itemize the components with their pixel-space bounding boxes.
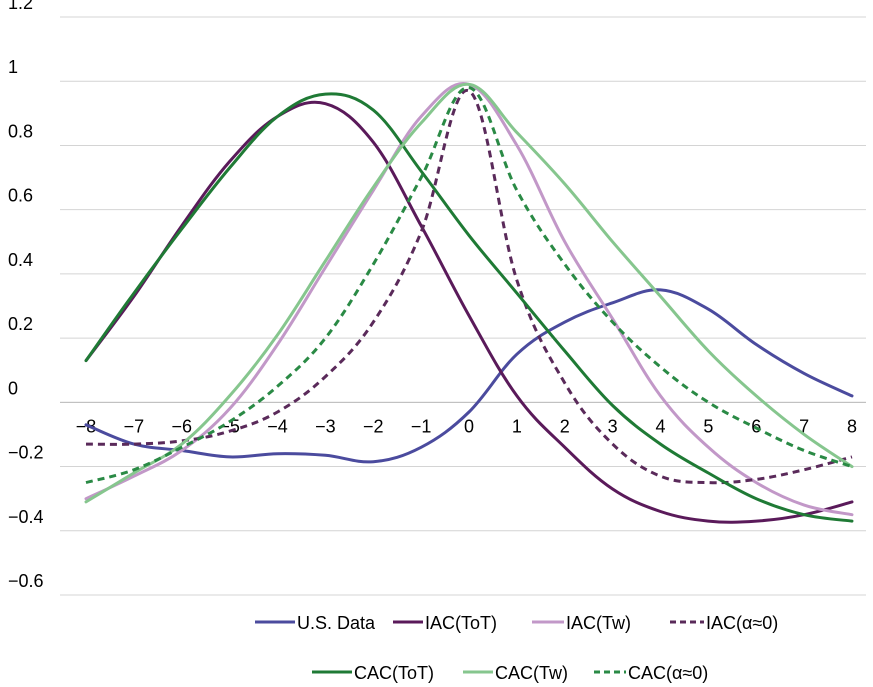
y-tick-label: −0.6	[8, 571, 44, 591]
y-tick-label: 0	[8, 378, 18, 398]
x-tick-label: −6	[171, 416, 192, 436]
legend-label: U.S. Data	[297, 613, 376, 633]
x-tick-label: 0	[464, 416, 474, 436]
series-line-3	[85, 89, 853, 485]
legend-label: CAC(α≈0)	[628, 663, 708, 683]
series-line-1	[84, 100, 854, 524]
x-tick-label: 5	[703, 416, 713, 436]
legend-label: CAC(Tw)	[495, 663, 568, 683]
y-tick-label: 0.2	[8, 314, 33, 334]
legend-label: IAC(Tw)	[566, 613, 631, 633]
y-tick-label: 0.4	[8, 250, 33, 270]
series-line-6	[85, 86, 853, 485]
x-tick-label: −1	[411, 416, 432, 436]
series-line-0	[84, 288, 854, 464]
x-tick-label: 2	[560, 416, 570, 436]
x-tick-label: −5	[219, 416, 240, 436]
x-tick-label: −7	[124, 416, 145, 436]
y-axis-tick-labels: −0.6 −0.4 −0.2 0 0.2 0.4 0.6 0.8 1 1.2	[8, 0, 44, 591]
legend-label: CAC(ToT)	[354, 663, 434, 683]
legend-label: IAC(α≈0)	[706, 613, 778, 633]
x-tick-label: −2	[363, 416, 384, 436]
y-tick-label: 1	[8, 57, 18, 77]
series-line-5	[84, 82, 854, 504]
x-tick-label: 4	[655, 416, 665, 436]
y-tick-label: 1.2	[8, 0, 33, 13]
y-tick-label: 0.8	[8, 121, 33, 141]
legend-label: IAC(ToT)	[425, 613, 497, 633]
x-tick-label: 8	[847, 416, 857, 436]
series-lines	[84, 82, 854, 524]
x-tick-label: 1	[512, 416, 522, 436]
series-line-2	[84, 82, 854, 517]
x-tick-label: −4	[267, 416, 288, 436]
x-tick-label: 3	[608, 416, 618, 436]
series-line-4	[84, 92, 854, 523]
y-tick-label: 0.6	[8, 186, 33, 206]
legend: U.S. Data IAC(ToT) IAC(Tw) IAC(α≈0) CAC(ToT)…	[255, 613, 778, 683]
x-tick-label: −3	[315, 416, 336, 436]
y-tick-label: −0.2	[8, 443, 44, 463]
y-tick-label: −0.4	[8, 507, 44, 527]
x-tick-label: 7	[799, 416, 809, 436]
